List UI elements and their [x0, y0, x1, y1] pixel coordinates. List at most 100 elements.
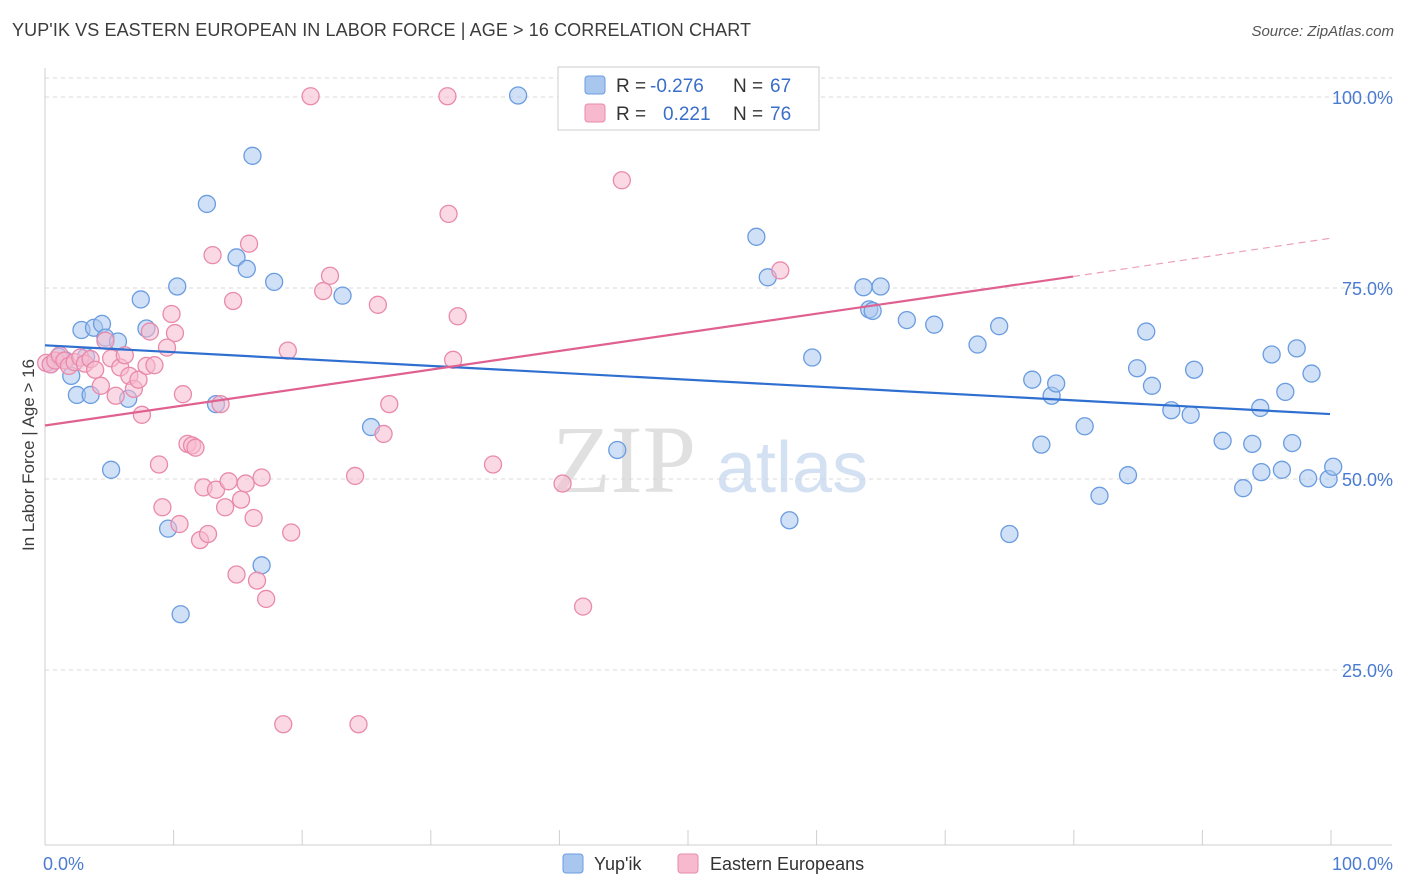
eastern-europeans-point	[301, 87, 320, 106]
yupik-point	[1262, 345, 1281, 364]
yupik-point	[968, 335, 987, 354]
eastern-europeans-point	[165, 323, 185, 343]
eastern-europeans-trend-line	[44, 275, 1074, 427]
eastern-europeans-point	[257, 589, 276, 609]
correlation-legend: R = -0.276 N = 67 R = 0.221 N = 76	[557, 66, 820, 131]
legend-n-value-yupik: 67	[770, 76, 791, 97]
eastern-europeans-point	[252, 468, 271, 487]
eastern-europeans-point	[439, 204, 458, 224]
eastern-europeans-point	[153, 498, 172, 517]
eastern-europeans-point	[219, 472, 238, 491]
yupik-point	[1000, 524, 1019, 544]
watermark: ZIP atlas	[552, 406, 868, 513]
eastern-europeans-point	[129, 370, 148, 389]
yupik-trend-line	[44, 344, 1331, 416]
yupik-point	[1287, 339, 1306, 358]
eastern-europeans-point	[320, 266, 340, 285]
yupik-point	[1047, 374, 1066, 393]
legend-r-value-yupik: -0.276	[650, 76, 704, 97]
eastern-europeans-point	[448, 307, 467, 326]
eastern-europeans-point	[438, 87, 457, 106]
x-tick-label-max: 100.0%	[1332, 854, 1393, 874]
yupik-point	[1233, 479, 1253, 498]
yupik-point	[1090, 486, 1109, 505]
legend-r-value-eastern-europeans: 0.221	[663, 104, 711, 125]
yupik-point	[1127, 359, 1147, 378]
eastern-europeans-trend-extension	[1072, 237, 1331, 278]
legend-r-label-eastern-europeans: R =	[616, 104, 646, 125]
axes-layer: 25.0% 50.0% 75.0% 100.0% 0.0% 100.0% In Labor …	[19, 68, 1393, 874]
eastern-europeans-point	[86, 360, 105, 379]
eastern-europeans-point	[278, 341, 297, 360]
legend-r-label-yupik: R =	[616, 76, 646, 97]
eastern-europeans-point	[106, 386, 125, 405]
yupik-point	[243, 146, 262, 165]
yupik-point	[101, 460, 121, 479]
yupik-point	[780, 511, 799, 530]
eastern-europeans-point	[374, 424, 393, 444]
yupik-point	[1184, 360, 1204, 379]
y-tick-label: 50.0%	[1342, 470, 1393, 490]
yupik-point	[1252, 462, 1271, 482]
chart-source: Source: ZipAtlas.com	[1251, 23, 1394, 40]
yupik-point	[747, 227, 766, 246]
yupik-point	[508, 86, 528, 105]
yupik-point	[1118, 466, 1138, 485]
eastern-europeans-point	[573, 597, 593, 616]
yupik-point	[871, 277, 890, 296]
eastern-europeans-point	[483, 455, 503, 474]
x-tick-label-min: 0.0%	[43, 854, 84, 874]
yupik-point	[1032, 435, 1051, 454]
eastern-europeans-point	[314, 281, 333, 301]
yupik-point	[252, 556, 271, 575]
eastern-europeans-point	[170, 514, 189, 534]
yupik-point	[264, 272, 284, 292]
legend-n-label-eastern-europeans: N =	[733, 104, 763, 125]
yupik-point	[897, 310, 916, 330]
eastern-europeans-point	[231, 490, 251, 509]
eastern-europeans-point	[244, 508, 263, 528]
eastern-europeans-point	[198, 524, 218, 544]
eastern-europeans-point	[96, 331, 115, 350]
watermark-zip: ZIP	[552, 406, 696, 513]
yupik-point	[237, 259, 256, 279]
yupik-point	[1302, 364, 1321, 383]
eastern-europeans-point	[115, 346, 134, 365]
yupik-point	[1142, 376, 1162, 395]
eastern-europeans-point	[132, 405, 152, 424]
eastern-europeans-point	[380, 394, 399, 414]
y-axis-label: In Labor Force | Age > 16	[19, 359, 38, 551]
eastern-europeans-point	[215, 498, 235, 517]
legend-n-value-eastern-europeans: 76	[770, 104, 791, 125]
eastern-europeans-point	[206, 480, 226, 499]
eastern-europeans-point	[203, 245, 222, 265]
trend-layer	[44, 237, 1331, 427]
y-tick-label: 100.0%	[1332, 88, 1393, 108]
bottom-legend-label-eastern-europeans: Eastern Europeans	[710, 854, 864, 874]
yupik-point	[197, 194, 217, 214]
yupik-point	[925, 315, 944, 334]
y-tick-label: 75.0%	[1342, 279, 1393, 299]
eastern-europeans-point	[247, 571, 267, 590]
eastern-europeans-point	[368, 295, 388, 314]
yupik-point	[168, 277, 187, 296]
eastern-europeans-point	[553, 474, 572, 493]
yupik-point	[1137, 322, 1156, 341]
eastern-europeans-point	[91, 376, 111, 395]
yupik-point	[854, 278, 873, 297]
eastern-europeans-point	[236, 474, 255, 493]
eastern-europeans-point	[274, 715, 293, 734]
yupik-point	[608, 440, 627, 460]
eastern-europeans-point	[162, 304, 181, 324]
yupik-point	[1251, 398, 1270, 418]
bottom-legend-label-yupik: Yup'ik	[594, 854, 642, 874]
yupik-point	[1298, 469, 1318, 488]
yupik-point	[1243, 434, 1262, 454]
yupik-point	[1283, 433, 1302, 453]
yupik-point	[131, 290, 150, 309]
yupik-point	[1181, 405, 1200, 424]
series-legend: Yup'ik Eastern Europeans	[562, 853, 864, 874]
yupik-point	[1075, 417, 1094, 436]
bottom-legend-swatch-eastern-europeans	[677, 853, 699, 874]
eastern-europeans-point	[239, 234, 259, 253]
